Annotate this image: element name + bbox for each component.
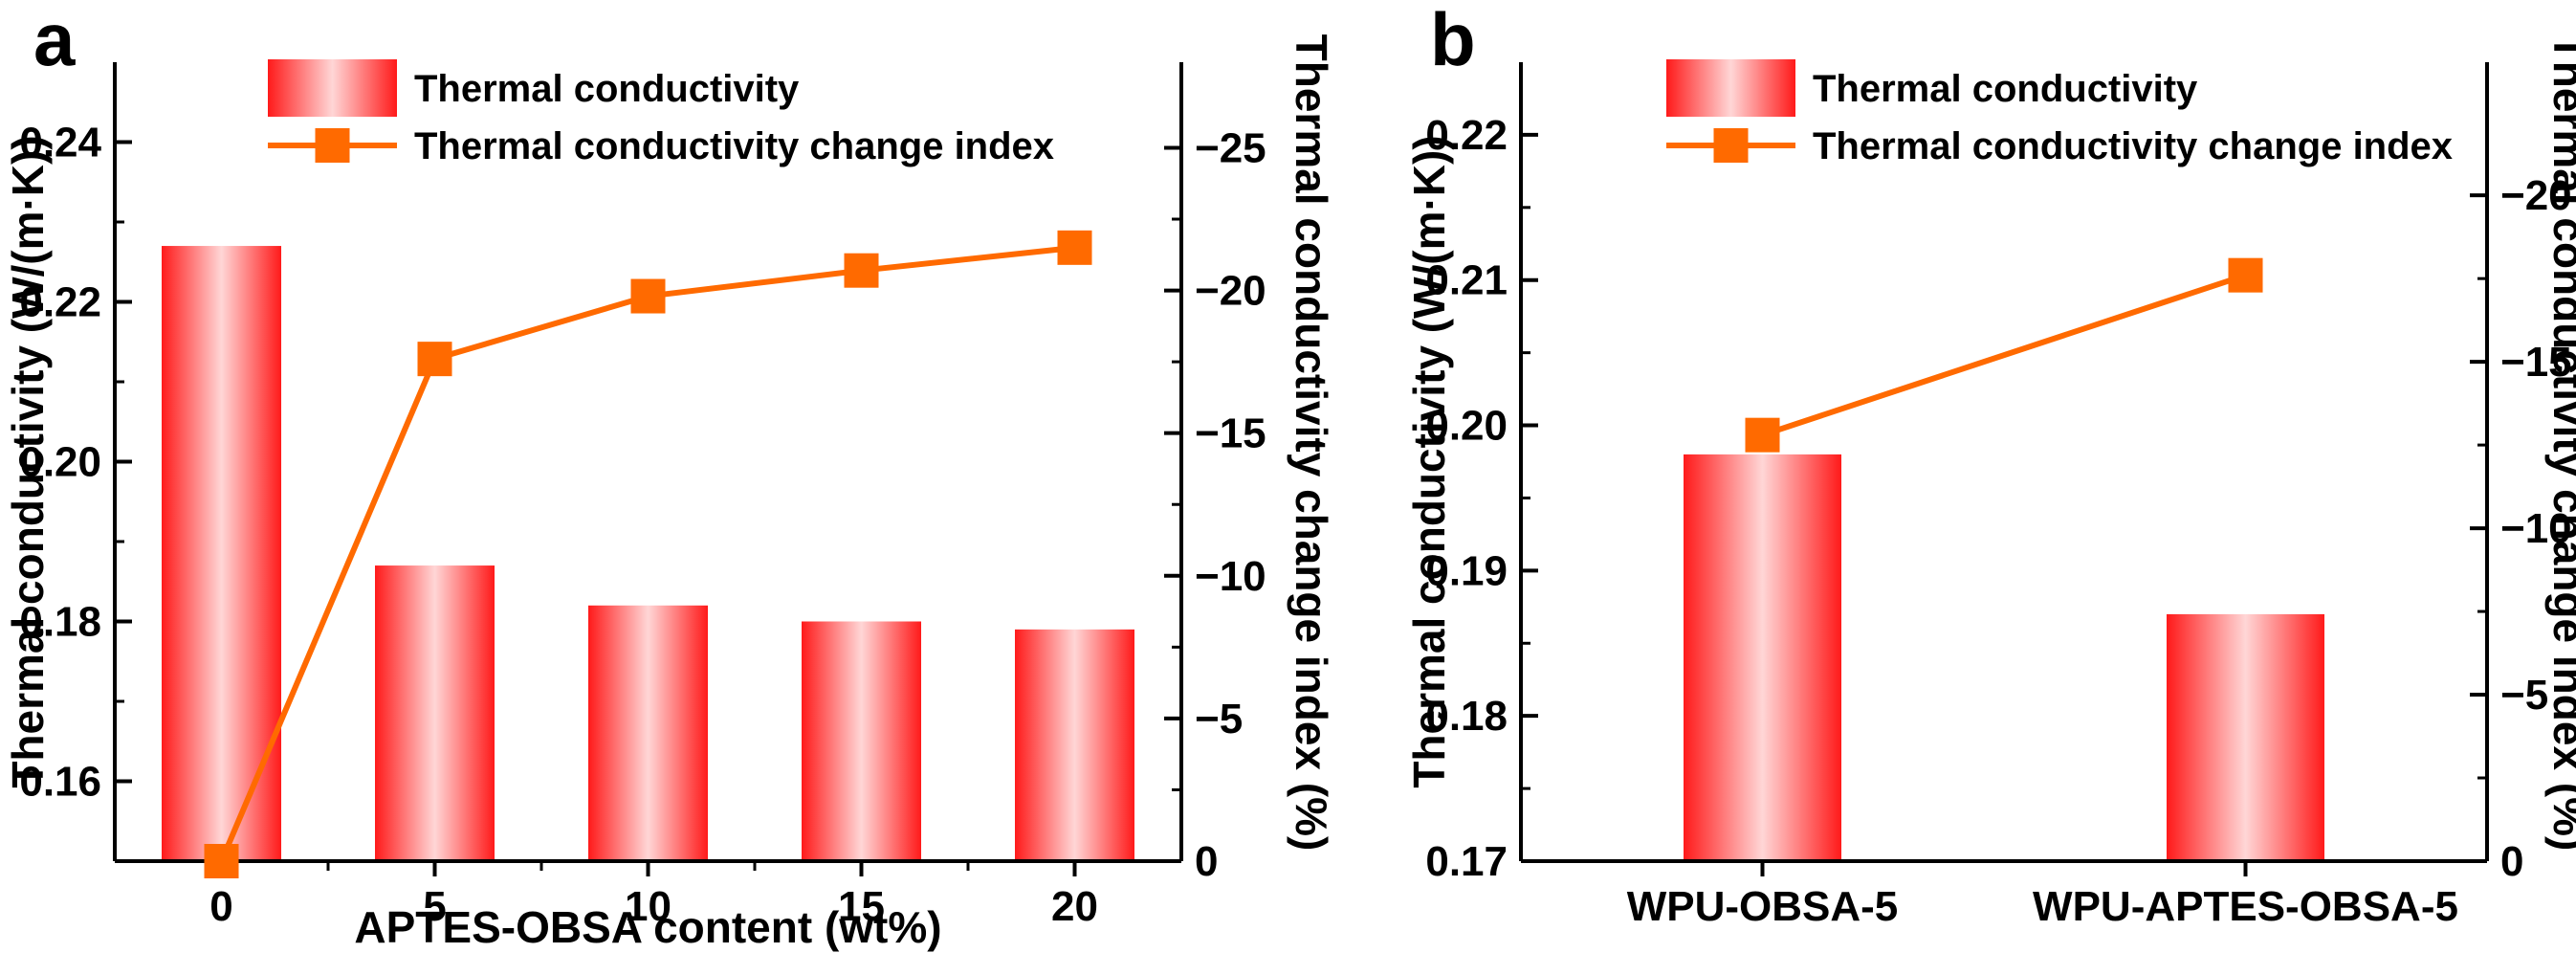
change-index-line [1761,272,2247,438]
bar [588,605,708,861]
right-tick-label: 0 [1195,838,1218,885]
legend-label-change-index: Thermal conductivity change index [1813,125,2453,167]
left-tick-label: 0.16 [19,759,101,806]
bar [1684,454,1841,861]
left-tick-label: 0.22 [19,279,101,326]
right-tick-label: −20 [1195,268,1266,315]
x-tick-label: WPU-APTES-OBSA-5 [2033,883,2458,930]
right-tick-label: −10 [2500,505,2572,552]
bar [375,565,495,861]
y-axis-title: Thermal conductivity (W/(m·K)) [3,135,53,787]
x-tick-label: 15 [838,883,885,930]
panel-letter: a [33,0,76,81]
x-axis-title: APTES-OBSA content (wt%) [354,902,941,952]
change-index-marker [1057,230,1092,265]
y2-axis-title: Thermal conductivity change index (%) [2544,34,2576,852]
x-tick-label: 20 [1051,883,1098,930]
right-tick-label: −15 [1195,410,1266,457]
x-tick-label: 10 [625,883,672,930]
x-tick-label: WPU-OBSA-5 [1627,883,1899,930]
legend-label-thermal-conductivity: Thermal conductivity [1813,68,2198,110]
y-axis-title: Thermal conductivity (W/(m·K)) [1404,135,1454,787]
left-tick-label: 0.21 [1425,257,1508,304]
right-tick-label: 0 [2500,838,2523,885]
x-tick-label: 0 [209,883,232,930]
bar [802,621,921,861]
left-tick-label: 0.18 [19,599,101,646]
change-index-marker [204,844,239,878]
left-tick-label: 0.17 [1425,838,1508,885]
y2-axis-title: Thermal conductivity change index (%) [1287,34,1336,852]
right-tick-label: −10 [1195,553,1266,600]
change-index-marker [630,278,666,314]
legend-label-thermal-conductivity: Thermal conductivity [414,68,800,110]
legend-marker-swatch [315,128,350,163]
legend-marker-swatch [1713,128,1749,163]
change-index-marker [2228,257,2263,293]
right-tick-label: −25 [1195,124,1266,171]
right-tick-label: −20 [2500,172,2572,219]
change-index-marker [417,342,452,377]
left-tick-label: 0.24 [19,120,101,166]
legend-label-change-index: Thermal conductivity change index [414,125,1054,167]
left-tick-label: 0.22 [1425,112,1508,159]
panel-letter: b [1430,0,1476,81]
x-tick-label: 5 [423,883,446,930]
change-index-marker [844,253,879,288]
chart-panel-a: a 0.16 0.18 0.20 0.22 0.24 0 −5 −10 −15 −20 −25 0 5 10… [3,0,1336,952]
left-tick-label: 0.19 [1425,547,1508,594]
left-tick-label: 0.20 [19,439,101,486]
change-index-marker [1745,417,1780,453]
right-tick-label: −5 [1195,696,1243,742]
right-tick-label: −15 [2500,339,2572,386]
left-tick-label: 0.18 [1425,693,1508,740]
right-tick-label: −5 [2500,672,2548,719]
legend-bar-swatch [1666,59,1795,117]
legend-bar-swatch [268,59,397,117]
bar [162,246,281,861]
bar [2167,613,2324,861]
bar [1015,629,1134,861]
left-tick-label: 0.20 [1425,403,1508,450]
chart-panel-b: b 0.17 0.18 0.19 0.20 0.21 0.22 0 −5 −10 −15 −20 WPU… [1404,0,2576,930]
